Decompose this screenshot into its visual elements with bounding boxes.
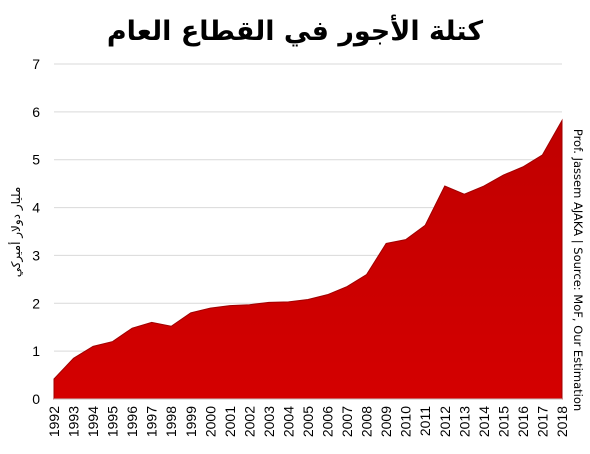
x-tick-label: 2008	[359, 406, 375, 437]
x-tick-label: 1997	[144, 406, 160, 437]
x-tick-label: 2006	[320, 406, 336, 437]
source-credit: Prof. Jassem AJAKA | Source: MoF, Our Es…	[571, 129, 585, 411]
y-tick-label: 3	[32, 247, 40, 263]
x-tick-label: 2017	[534, 406, 550, 437]
y-tick-label: 6	[32, 104, 40, 120]
x-tick-label: 1992	[46, 406, 62, 437]
x-tick-label: 2002	[241, 406, 257, 437]
x-tick-label: 2015	[495, 406, 511, 437]
x-tick-label: 2016	[515, 406, 531, 437]
x-tick-label: 2003	[261, 406, 277, 437]
x-tick-label: 2018	[554, 406, 570, 437]
x-tick-label: 2009	[378, 406, 394, 437]
y-axis-label: مليار دولار أميركي	[8, 187, 24, 278]
area-fill	[53, 118, 563, 400]
x-tick-label: 1995	[105, 406, 121, 437]
y-tick-label: 2	[32, 295, 40, 311]
x-tick-label: 2005	[300, 406, 316, 437]
y-tick-label: 0	[32, 391, 40, 407]
x-tick-label: 2004	[280, 406, 296, 437]
x-tick-label: 1996	[124, 406, 140, 437]
x-tick-label: 2012	[437, 406, 453, 437]
area-series	[53, 118, 563, 400]
x-tick-label: 1994	[85, 406, 101, 437]
x-tick-label: 2000	[202, 406, 218, 437]
y-tick-label: 4	[32, 200, 40, 216]
x-tick-label: 1993	[66, 406, 82, 437]
x-tick-label: 2011	[417, 406, 433, 436]
y-tick-label: 5	[32, 152, 40, 168]
y-axis-ticks: 0 1 2 3 4 5 6 7	[32, 56, 40, 407]
x-tick-label: 2007	[339, 406, 355, 437]
x-tick-label: 2014	[476, 406, 492, 437]
x-axis-ticks: 1992 1993 1994 1995 1996 1997 1998 1999 2000 2001…	[46, 406, 570, 437]
y-tick-label: 1	[32, 343, 40, 359]
x-tick-label: 2013	[456, 406, 472, 437]
x-tick-label: 1998	[163, 406, 179, 437]
y-tick-label: 7	[32, 56, 40, 72]
x-tick-label: 2001	[222, 406, 238, 437]
x-tick-label: 2010	[398, 406, 414, 437]
gridlines	[54, 63, 562, 352]
x-tick-label: 1999	[183, 406, 199, 437]
chart-title: كتلة الأجور في القطاع العام	[107, 14, 484, 47]
